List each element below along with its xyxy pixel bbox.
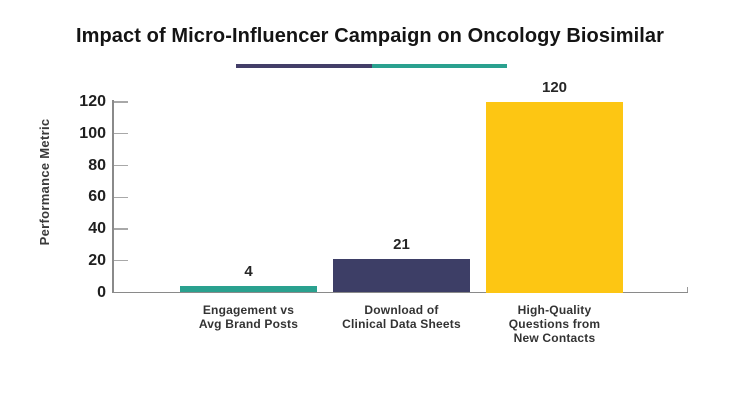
y-tick-mark	[113, 164, 128, 167]
bar-category-label: High-Quality Questions from New Contacts	[508, 303, 601, 345]
y-tick-mark	[113, 133, 128, 135]
y-tick-label: 60	[88, 188, 106, 206]
bar-1	[180, 286, 317, 293]
y-tick-label: 40	[88, 220, 106, 237]
y-tick-mark	[113, 228, 128, 230]
x-axis-end-tick	[686, 287, 688, 292]
y-tick-label: 20	[88, 251, 106, 269]
y-tick-label: 100	[79, 124, 106, 142]
bar-2	[333, 259, 470, 293]
bar-value-label: 4	[244, 263, 253, 281]
bar-category-label: Engagement vs Avg Brand Posts	[198, 303, 299, 331]
y-tick-mark	[113, 101, 128, 103]
title-divider	[236, 64, 507, 68]
y-tick-label: 0	[97, 283, 106, 301]
y-tick-mark	[113, 260, 128, 262]
bar-category-label: Download of Clinical Data Sheets	[342, 303, 461, 331]
divider-left-segment	[236, 64, 372, 68]
y-tick-label: 120	[79, 93, 106, 110]
y-tick-mark	[113, 196, 128, 198]
bar-value-label: 120	[541, 79, 568, 96]
y-tick-label: 80	[88, 156, 106, 174]
divider-right-segment	[371, 64, 507, 68]
y-axis-line	[112, 100, 114, 293]
chart-title: Impact of Micro-Influencer Campaign on O…	[75, 25, 665, 47]
bar-value-label: 21	[393, 236, 410, 254]
bar-3	[486, 102, 623, 293]
